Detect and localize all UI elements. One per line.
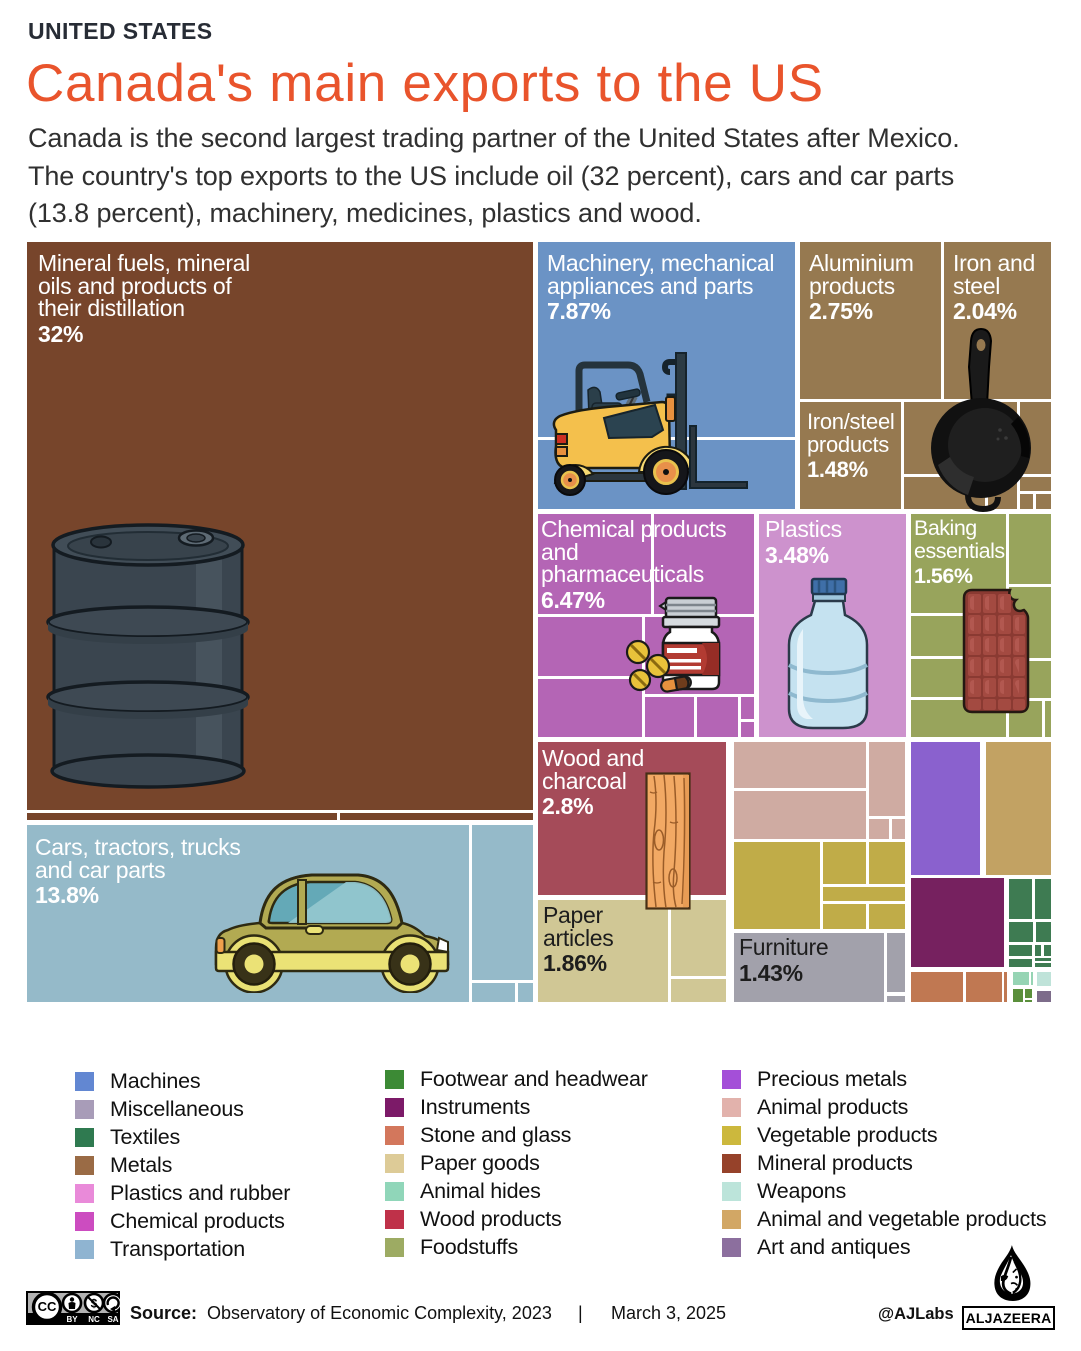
svg-text:CC: CC <box>38 1299 57 1314</box>
svg-text:NC: NC <box>88 1315 100 1324</box>
svg-text:SA: SA <box>107 1315 118 1324</box>
svg-text:BY: BY <box>66 1315 78 1324</box>
